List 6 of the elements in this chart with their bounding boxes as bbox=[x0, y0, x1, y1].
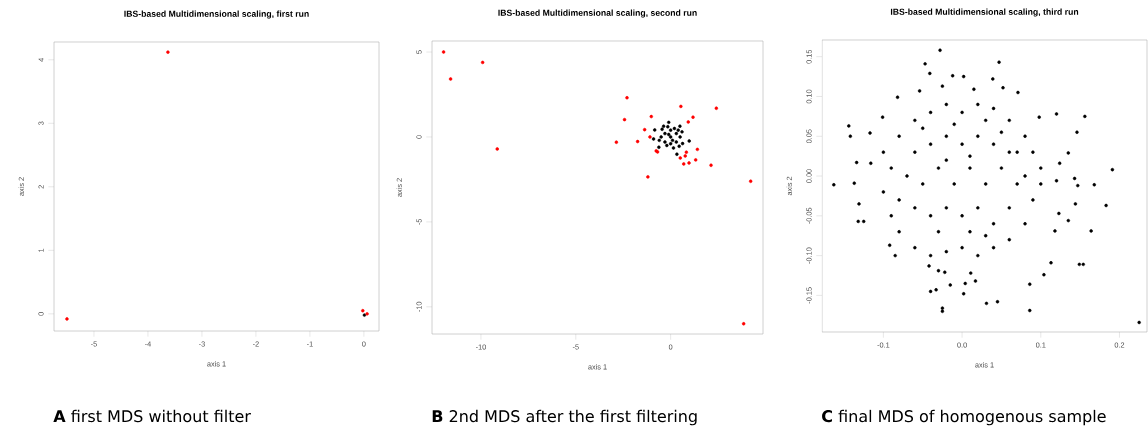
text: A first MDS without filter bbox=[53, 409, 251, 423]
text: B 2nd MDS after the first filtering bbox=[432, 409, 697, 426]
chart-title: IBS-based Multidimensional scaling, second run bbox=[498, 9, 697, 18]
chart-title: IBS-based Multidimensional scaling, third run bbox=[890, 8, 1079, 17]
chart-title: IBS-based Multidimensional scaling, first run bbox=[124, 10, 309, 19]
text: C final MDS of homogenous sample bbox=[822, 409, 1106, 426]
